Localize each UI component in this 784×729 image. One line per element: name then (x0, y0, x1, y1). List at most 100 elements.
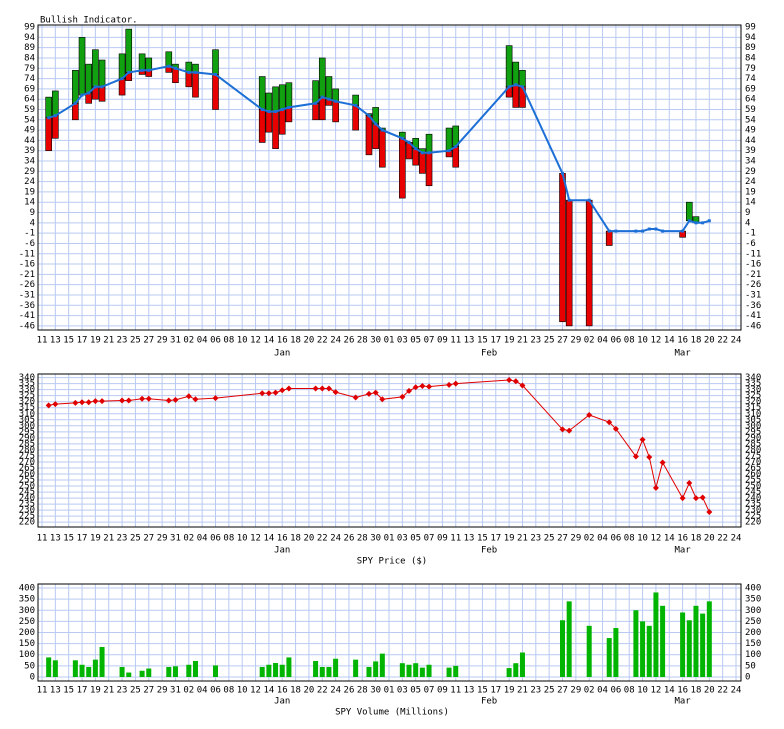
x-tick-label: 23 (530, 336, 541, 346)
price-point (145, 395, 152, 402)
x-tick-label: 13 (464, 534, 475, 544)
x-tick-label: 30 (370, 336, 381, 346)
x-tick-label: 23 (117, 534, 128, 544)
indicator-bar (278, 109, 286, 135)
x-tick-label: 13 (50, 534, 61, 544)
indicator-point (80, 93, 84, 97)
y-tick-label-right: 330 (745, 385, 761, 395)
indicator-bar (352, 105, 359, 131)
y-tick-label: 74 (24, 74, 35, 84)
price-point (272, 389, 279, 396)
month-label: Mar (674, 349, 691, 359)
volume-bar (166, 666, 172, 677)
y-tick-label-right: 9 (745, 208, 750, 218)
indicator-bar (605, 230, 613, 246)
y-tick-label: 24 (24, 177, 35, 187)
y-tick-label-right: 14 (745, 198, 756, 208)
month-label: Jan (274, 546, 290, 556)
x-tick-label: 18 (290, 336, 301, 346)
y-tick-label-right: -16 (745, 260, 761, 270)
y-tick-label: 100 (19, 650, 35, 660)
x-tick-label: 08 (223, 534, 234, 544)
y-tick-label-right: 150 (745, 639, 761, 649)
price-point (312, 385, 319, 392)
indicator-bar (505, 45, 513, 88)
y-tick-label: -41 (19, 311, 35, 321)
indicator-point (707, 219, 711, 223)
y-tick-label-right: 235 (745, 500, 761, 510)
volume-bar (413, 663, 419, 677)
indicator-point (567, 198, 571, 202)
y-tick-label: 310 (19, 409, 35, 419)
indicator-bar (332, 88, 339, 102)
price-point (332, 389, 339, 396)
y-tick-label: 230 (19, 506, 35, 516)
x-tick-label: 03 (397, 336, 408, 346)
indicator-point (334, 99, 338, 103)
price-point (632, 453, 639, 460)
x-tick-label: 20 (304, 534, 315, 544)
y-tick-label: 0 (30, 672, 35, 682)
indicator-point (514, 83, 518, 87)
indicator-point (147, 68, 151, 72)
indicator-bar (85, 63, 93, 94)
price-point (512, 378, 519, 385)
x-tick-label: 05 (410, 686, 421, 696)
y-tick-label-right: 340 (745, 373, 761, 383)
price-point (172, 396, 179, 403)
volume-bar (606, 638, 612, 677)
y-tick-label-right: 295 (745, 427, 761, 437)
price-point (352, 394, 359, 401)
indicator-point (661, 229, 665, 233)
y-tick-label-right: 79 (745, 64, 756, 74)
price-point (612, 425, 619, 432)
price-point (679, 495, 686, 502)
indicator-point (53, 114, 57, 118)
volume-bar (266, 664, 272, 677)
y-tick-label: 150 (19, 639, 35, 649)
x-tick-label: 24 (731, 534, 742, 544)
y-tick-label-right: -6 (745, 239, 756, 249)
y-tick-label-right: 335 (745, 379, 761, 389)
price-point (325, 385, 332, 392)
indicator-point (367, 114, 371, 118)
volume-bar (693, 605, 699, 677)
x-tick-label: 22 (317, 336, 328, 346)
x-tick-label: 16 (277, 534, 288, 544)
y-tick-label-right: 250 (745, 482, 761, 492)
volume-bar (519, 652, 525, 677)
volume-bar (379, 653, 385, 677)
x-tick-label: 25 (544, 686, 555, 696)
y-tick-label-right: -46 (745, 321, 761, 331)
x-tick-label: 29 (570, 686, 581, 696)
y-tick-label-right: 4 (745, 218, 750, 228)
volume-bar (633, 610, 639, 677)
volume-bar (319, 666, 325, 677)
month-label: Feb (481, 349, 497, 359)
x-tick-label: 31 (170, 534, 181, 544)
y-tick-label: 335 (19, 379, 35, 389)
x-tick-label: 12 (250, 686, 261, 696)
indicator-point (47, 116, 51, 120)
y-tick-label-right: 325 (745, 391, 761, 401)
month-label: Mar (674, 546, 691, 556)
price-point (506, 377, 513, 384)
x-tick-label: 16 (277, 686, 288, 696)
x-tick-label: 25 (544, 336, 555, 346)
indicator-bar (379, 129, 386, 168)
y-tick-label: 39 (24, 146, 35, 156)
y-tick-label: 240 (19, 494, 35, 504)
y-tick-label: 4 (30, 218, 35, 228)
indicator-bar (685, 201, 693, 222)
month-label: Mar (674, 697, 691, 707)
indicator-bar (98, 86, 106, 102)
volume-bar (513, 663, 519, 677)
x-tick-label: 26 (344, 336, 355, 346)
y-tick-label-right: 74 (745, 74, 756, 84)
x-tick-label: 14 (263, 534, 274, 544)
x-tick-label: 06 (210, 336, 221, 346)
volume-bar (399, 663, 405, 677)
y-tick-label: -11 (19, 249, 35, 259)
price-point (692, 495, 699, 502)
indicator-bar (212, 74, 219, 110)
